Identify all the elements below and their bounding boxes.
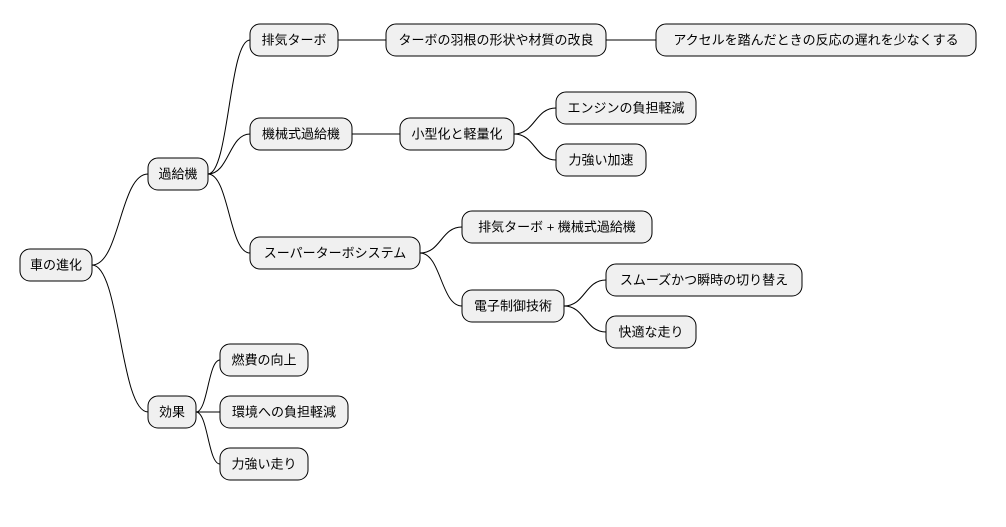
edge [564, 306, 606, 332]
edge [196, 412, 220, 464]
node-sts: スーパーターボシステム [250, 237, 420, 269]
edge [92, 174, 148, 265]
node-label: アクセルを踏んだときの反応の遅れを少なくする [673, 32, 958, 47]
node-env: 環境への負担軽減 [220, 396, 348, 428]
nodes-group: 車の進化 過給機効果 排気ターボ機械式過給機スーパーターボシステム燃費の向上環境への… [20, 24, 976, 480]
node-label: 快適な走り [618, 324, 683, 339]
node-label: 排気ターボ [261, 32, 326, 47]
node-root: 車の進化 [20, 249, 92, 281]
node-comfort: 快適な走り [606, 316, 696, 348]
node-label: 燃費の向上 [231, 352, 296, 367]
mindmap-canvas: 車の進化 過給機効果 排気ターボ機械式過給機スーパーターボシステム燃費の向上環境への… [0, 0, 1006, 527]
node-blade: ターボの羽根の形状や材質の改良 [386, 24, 606, 56]
node-label: スムーズかつ瞬時の切り替え [620, 272, 788, 287]
node-label: 環境への負担軽減 [232, 404, 336, 419]
node-label: 小型化と軽量化 [411, 126, 502, 141]
edge [92, 265, 148, 412]
node-mech: 機械式過給機 [250, 118, 352, 150]
node-ectrl: 電子制御技術 [462, 290, 564, 322]
node-power: 力強い走り [220, 448, 308, 480]
node-label: ターボの羽根の形状や材質の改良 [398, 32, 593, 47]
node-sup: 過給機 [148, 158, 208, 190]
node-label: スーパーターボシステム [264, 245, 406, 260]
node-label: 電子制御技術 [474, 298, 552, 313]
edge [420, 227, 462, 253]
node-smooth: スムーズかつ瞬時の切り替え [606, 264, 802, 296]
node-label: 力強い加速 [568, 152, 633, 167]
edge [564, 280, 606, 306]
node-label: 機械式過給機 [262, 126, 340, 141]
node-label: 排気ターボ + 機械式過給機 [478, 219, 636, 234]
edge [208, 174, 250, 253]
node-fuel: 燃費の向上 [220, 344, 308, 376]
edge [420, 253, 462, 306]
node-combo: 排気ターボ + 機械式過給機 [462, 211, 652, 243]
edge [514, 134, 556, 160]
node-label: 力強い走り [231, 456, 296, 471]
edge [514, 108, 556, 134]
node-accel: 力強い加速 [556, 144, 646, 176]
node-label: エンジンの負担軽減 [567, 100, 684, 115]
node-label: 過給機 [158, 166, 197, 181]
node-eff: 効果 [148, 396, 196, 428]
node-label: 車の進化 [30, 257, 82, 272]
node-label: 効果 [159, 404, 185, 419]
edge [208, 134, 250, 174]
node-engload: エンジンの負担軽減 [556, 92, 696, 124]
edge [196, 360, 220, 412]
node-lag: アクセルを踏んだときの反応の遅れを少なくする [656, 24, 976, 56]
node-turbo: 排気ターボ [250, 24, 338, 56]
node-small: 小型化と軽量化 [400, 118, 514, 150]
